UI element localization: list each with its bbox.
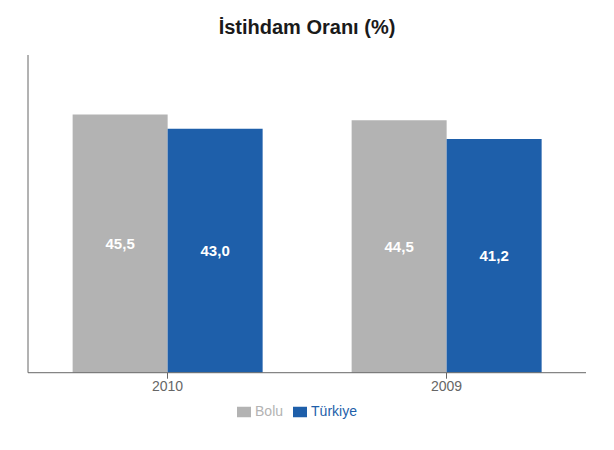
svg-text:41,2: 41,2 bbox=[480, 247, 509, 264]
html-text:Türkiye: Türkiye bbox=[311, 402, 357, 419]
svg-text:45,5: 45,5 bbox=[106, 235, 135, 252]
svg-text:2009: 2009 bbox=[431, 378, 462, 394]
html-text:Bolu: Bolu bbox=[255, 402, 284, 419]
html-text:İstihdam Oranı (%): İstihdam Oranı (%) bbox=[218, 16, 396, 38]
svg-text:2010: 2010 bbox=[152, 378, 183, 394]
svg-text:43,0: 43,0 bbox=[201, 242, 230, 259]
svg-text:44,5: 44,5 bbox=[385, 238, 414, 255]
